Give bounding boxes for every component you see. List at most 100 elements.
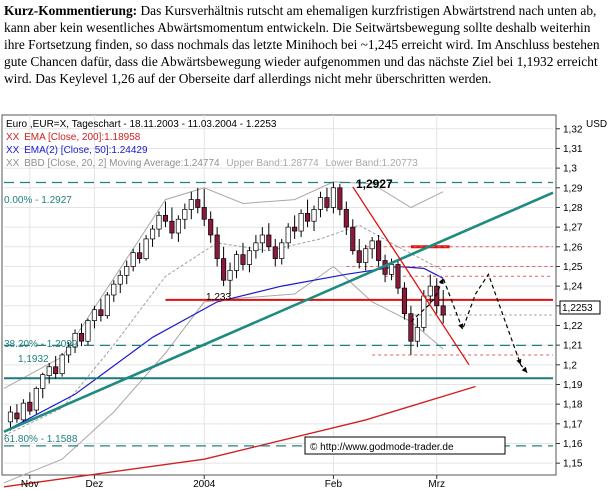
uptrend-line [3,191,554,433]
candle-body [208,218,214,236]
candle-body [91,309,97,321]
y-tick-label: 1,3 [563,164,577,175]
candle-body [356,250,362,263]
candle-body [214,234,220,259]
candle-body [182,209,188,220]
y-tick-label: 1,31 [563,144,583,155]
candle-body [330,187,336,208]
candle-body [137,252,143,259]
usd-label: USD [586,119,607,130]
commentary-heading: Kurz-Kommentierung: [4,3,138,18]
x-tick-label: Dez [86,479,104,490]
candle-body [414,327,420,342]
legend-upper-band: Upper Band:1.28774 [226,158,319,169]
candle-body [434,285,440,307]
last-price-box [559,300,601,315]
candle-body [272,246,278,259]
ema50-line [3,265,444,433]
candle-body [53,366,59,375]
legend-ema50: XX EMA(2) [Close, 50]:1.24429 [6,145,148,156]
forecast-path [410,272,528,374]
candle-body [343,209,349,228]
x-tick-label: Mrz [428,479,445,490]
candle-body [175,218,181,234]
candle-body [285,226,291,244]
ema200-line [3,385,476,488]
candle-body [111,283,117,296]
candle-body [363,248,369,263]
candle-body [7,411,14,423]
fib-0-label: 0.00% - 1.2927 [4,195,72,206]
x-tick-label: Nov [21,479,39,490]
candle-body [72,332,78,348]
forecast-arrow-up-1 [438,278,444,285]
y-tick-label: 1,24 [563,282,583,293]
bb-upper-line [3,181,444,389]
peak-label: 1,2927 [356,177,393,191]
fib-618-label: 61.80% - 1.1588 [4,434,78,445]
candle-body [201,207,207,220]
y-tick-label: 1,32 [563,124,583,135]
level-1233-label: 1,233 [206,292,231,303]
y-tick-label: 1,25 [563,262,583,273]
candle-body [408,313,414,342]
y-tick-label: 1,19 [563,380,583,391]
candle-body [317,197,324,210]
bb-lower-line [3,265,444,484]
candle-body [162,214,169,222]
y-tick-label: 1,16 [563,439,583,450]
candle-body [40,374,46,389]
candle-body [246,250,252,265]
x-tick-label: 2004 [193,479,216,490]
fib-382-label: 38.20% - 1.2099 [4,339,78,350]
candle-body [117,274,123,285]
candle-body [337,187,343,210]
candle-body [33,388,39,411]
candle-body [98,309,104,316]
legend-ema200-text: EMA [Close, 200]:1.18958 [24,132,141,143]
candle-body [298,213,304,232]
candle-body [305,213,311,222]
y-tick-label: 1,22 [563,321,583,332]
legend-lower-band: Lower Band:1.20773 [325,158,418,169]
y-tick-label: 1,18 [563,400,583,411]
candle-body [27,401,33,412]
candle-body [350,226,356,252]
candle-body [221,258,227,281]
copyright-label: © http://www.godmode-trader.de [310,442,454,453]
y-tick-label: 1,27 [563,223,583,234]
candle-body [150,228,156,240]
commentary: Kurz-Kommentierung: Das Kursverhältnis r… [4,2,607,87]
candle-body [20,402,26,421]
candle-body [324,197,330,208]
candle-body [227,270,233,281]
candle-body [46,366,52,376]
y-tick-label: 1,15 [563,459,583,470]
chart-title: Euro ,EUR=X, Tageschart - 18.11.2003 - 1… [6,119,277,130]
x-tick-label: Feb [325,479,343,490]
candle-body [395,264,401,289]
y-tick-label: 1,26 [563,242,583,253]
y-tick-label: 1,17 [563,419,583,430]
candle-body [311,209,317,222]
forecast-arrow-down-1 [458,323,464,330]
candle-body [376,240,382,261]
candle-body [195,199,201,208]
candle-body [233,254,240,271]
candle-body [188,199,194,210]
last-price-label: 1,2253 [562,303,593,314]
commentary-body: Das Kursverhältnis rutscht am ehemaligen… [4,3,600,86]
candle-body [59,354,65,375]
candle-body [130,252,136,267]
copyright-box [304,436,506,455]
candle-body [427,285,433,297]
candle-body [440,305,446,316]
candle-body [259,234,265,244]
candle-body [14,412,20,420]
legend-ema50-text: EMA(2) [Close, 50]:1.24429 [24,145,148,156]
candle-body [104,294,110,316]
candle-body [78,332,85,342]
candle-body [292,226,298,232]
legend-ema50-prefix: XX [6,145,20,156]
legend-ema200: XX EMA [Close, 200]:1.18958 [6,132,141,143]
